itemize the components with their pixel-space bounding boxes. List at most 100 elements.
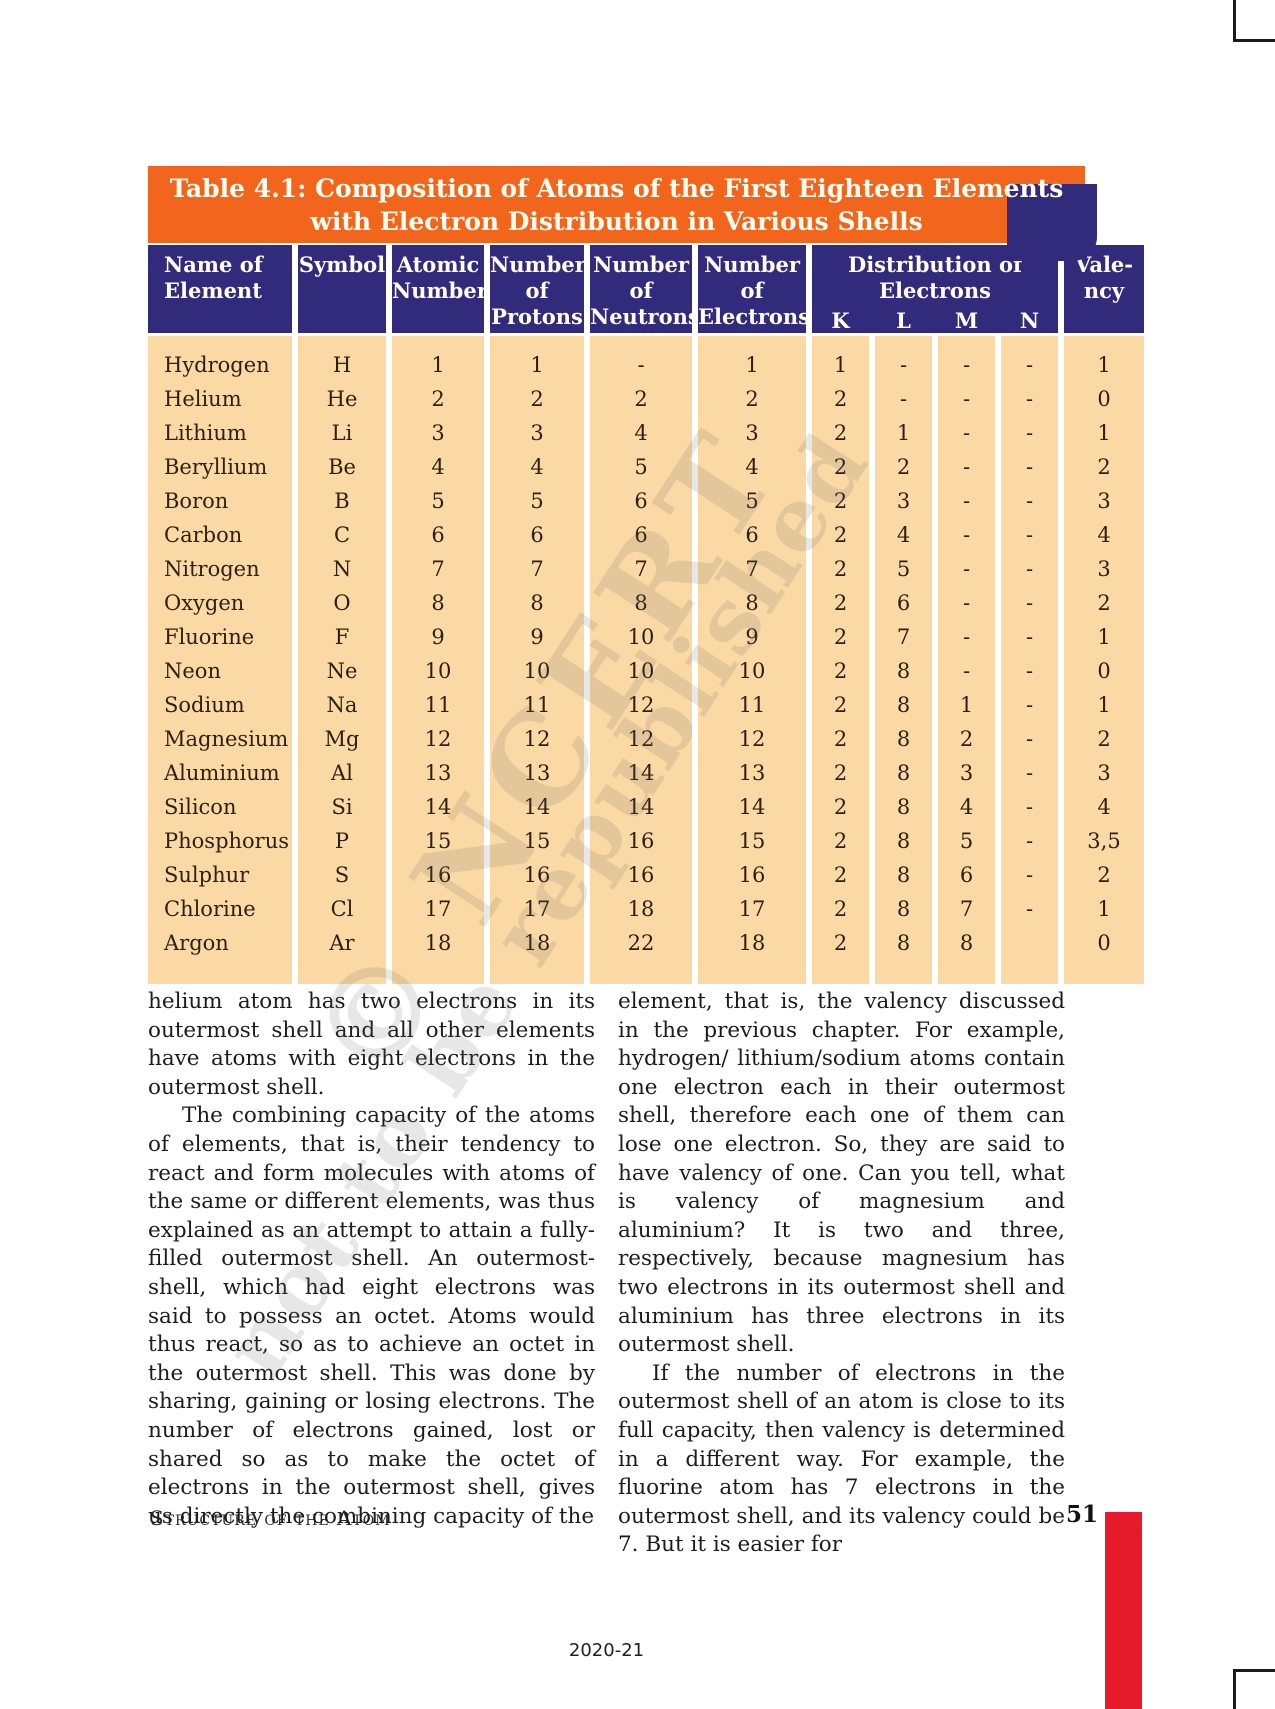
table-cell-protons: 8	[530, 591, 544, 615]
table-cell-N: -	[1025, 353, 1034, 377]
table-cell-L: 8	[896, 693, 911, 717]
table-cell-electrons: 15	[738, 829, 766, 853]
table-cell-neutrons: 4	[634, 421, 648, 445]
table-cell-neutrons: 18	[627, 897, 655, 921]
table-cell-name: Hydrogen	[164, 353, 270, 377]
table-header-row: Name of Element Symbol Atomic Number Num…	[148, 245, 1144, 333]
header-number-of-neutrons: Number of Neutrons	[590, 245, 700, 333]
table-cell-atomic: 7	[431, 557, 445, 581]
table-cell-symbol: Li	[331, 421, 353, 445]
table-cell-K: 2	[833, 659, 848, 683]
table-cell-valency: 1	[1097, 693, 1111, 717]
table-cell-valency: 0	[1097, 931, 1111, 955]
table-cell-electrons: 2	[745, 387, 759, 411]
header-valency: Vale- ncy	[1064, 245, 1144, 333]
table-cell-protons: 6	[530, 523, 544, 547]
table-cell-symbol: C	[333, 523, 351, 547]
table-cell-protons: 2	[530, 387, 544, 411]
table-cell-symbol: Be	[328, 455, 356, 479]
table-cell-neutrons: 2	[634, 387, 648, 411]
table-cell-valency: 2	[1097, 455, 1111, 479]
header-name-of-element: Name of Element	[148, 245, 292, 333]
table-body: Hydrogen Helium Lithium Beryllium Boron Carbo…	[148, 336, 1144, 984]
table-cell-atomic: 17	[424, 897, 452, 921]
table-cell-name: Phosphorus	[164, 829, 290, 853]
table-cell-valency: 3	[1097, 761, 1111, 785]
table-cell-symbol: P	[334, 829, 350, 853]
table-cell-neutrons: 6	[634, 489, 648, 513]
table-cell-valency: 2	[1097, 727, 1111, 751]
table-cell-L: 4	[896, 523, 911, 547]
table-cell-K: 2	[833, 387, 848, 411]
table-cell-L: -	[899, 353, 908, 377]
table-cell-neutrons: 12	[627, 693, 655, 717]
table-cell-atomic: 13	[424, 761, 452, 785]
table-cell-N: -	[1025, 897, 1034, 921]
table-cell-protons: 10	[523, 659, 551, 683]
table-cell-electrons: 6	[745, 523, 759, 547]
table-title-line2: with Electron Distribution in Various Sh…	[310, 207, 923, 236]
table-cell-L: 6	[896, 591, 911, 615]
table-cell-atomic: 3	[431, 421, 445, 445]
table-cell-valency: 1	[1097, 897, 1111, 921]
table-cell-K: 2	[833, 863, 848, 887]
table-cell-atomic: 16	[424, 863, 452, 887]
red-accent-bar	[1105, 1512, 1142, 1709]
corner-crop-mark-bottom-right	[1233, 1669, 1275, 1709]
table-cell-M: 6	[959, 863, 974, 887]
table-cell-L: 8	[896, 863, 911, 887]
table-cell-protons: 9	[530, 625, 544, 649]
table-cell-protons: 4	[530, 455, 544, 479]
table-cell-neutrons: 14	[627, 795, 655, 819]
table-cell-M: -	[962, 523, 971, 547]
table-cell-atomic: 12	[424, 727, 452, 751]
table-cell-protons: 17	[523, 897, 551, 921]
table-cell-N: -	[1025, 455, 1034, 479]
table-cell-electrons: 17	[738, 897, 766, 921]
table-column-L: - - 1 2 3 4 5 6 7 8 8 8 8 8 8 8 8 8	[875, 336, 932, 984]
table-cell-valency: 1	[1097, 625, 1111, 649]
page-number: 51	[1065, 1501, 1098, 1528]
table-cell-M: 8	[959, 931, 974, 955]
shell-letters-row: K L M N	[812, 308, 1058, 334]
table-cell-M: -	[962, 489, 971, 513]
table-cell-name: Boron	[164, 489, 229, 513]
table-cell-electrons: 1	[745, 353, 759, 377]
table-cell-L: 8	[896, 761, 911, 785]
table-cell-M: -	[962, 625, 971, 649]
table-cell-name: Nitrogen	[164, 557, 260, 581]
table-cell-valency: 1	[1097, 353, 1111, 377]
table-cell-valency: 2	[1097, 863, 1111, 887]
table-column-symbol: H He Li Be B C N O F Ne Na Mg Al Si P S Cl Ar	[298, 336, 386, 984]
table-cell-M: 1	[959, 693, 974, 717]
table-cell-K: 2	[833, 557, 848, 581]
table-cell-K: 2	[833, 625, 848, 649]
table-column-N: - - - - - - - - - - - - - - - - -	[1001, 336, 1058, 984]
table-cell-neutrons: 5	[634, 455, 648, 479]
table-cell-symbol: Ne	[326, 659, 358, 683]
table-cell-N: -	[1025, 387, 1034, 411]
table-cell-L: 5	[896, 557, 911, 581]
table-cell-K: 2	[833, 795, 848, 819]
table-cell-L: 3	[896, 489, 911, 513]
table-column-neutrons: - 2 4 5 6 6 7 8 10 10 12 12 14 14 16 16 18 22	[590, 336, 692, 984]
table-cell-protons: 1	[530, 353, 544, 377]
table-cell-protons: 3	[530, 421, 544, 445]
table-cell-valency: 2	[1097, 591, 1111, 615]
table-cell-valency: 0	[1097, 387, 1111, 411]
table-cell-protons: 12	[523, 727, 551, 751]
right-text-column: element, that is, the valency discussed …	[618, 988, 1065, 1560]
table-cell-neutrons: 10	[627, 659, 655, 683]
table-cell-K: 2	[833, 591, 848, 615]
table-cell-N: -	[1025, 761, 1034, 785]
table-cell-protons: 16	[523, 863, 551, 887]
table-cell-M: -	[962, 387, 971, 411]
table-cell-electrons: 5	[745, 489, 759, 513]
table-cell-electrons: 3	[745, 421, 759, 445]
table-column-electrons: 1 2 3 4 5 6 7 8 9 10 11 12 13 14 15 16 17 18	[698, 336, 806, 984]
corner-crop-mark-top-right	[1233, 0, 1275, 42]
table-cell-K: 2	[833, 421, 848, 445]
table-cell-electrons: 9	[745, 625, 759, 649]
table-title-line1: Table 4.1: Composition of Atoms of the F…	[169, 174, 1064, 203]
table-cell-symbol: Cl	[330, 897, 354, 921]
